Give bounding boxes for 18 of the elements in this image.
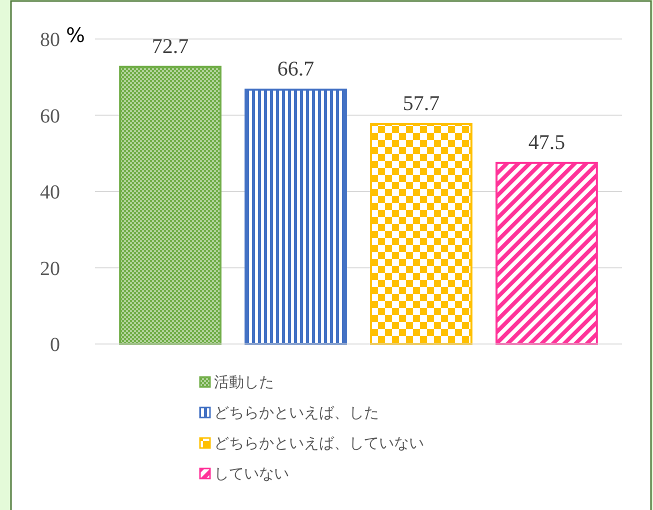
data-label: 57.7 <box>402 91 440 116</box>
bar <box>119 66 222 345</box>
bar <box>496 162 598 345</box>
data-label: 66.7 <box>277 56 314 81</box>
legend-label: どちらかといえば、した <box>214 404 379 422</box>
bar <box>244 88 347 345</box>
y-tick-label: 60 <box>40 105 60 128</box>
y-tick-label: 0 <box>50 334 60 356</box>
y-tick-label: 40 <box>40 182 60 204</box>
y-tick-label: 80 <box>40 29 60 51</box>
y-axis-title: % <box>66 23 86 47</box>
bar <box>370 123 472 345</box>
legend-label: どちらかといえば、していない <box>214 434 424 452</box>
y-tick-label: 20 <box>40 258 60 280</box>
data-label: 72.7 <box>152 34 189 58</box>
legend-label: 活動した <box>214 373 274 391</box>
legend-label: していない <box>214 464 289 482</box>
data-label: 47.5 <box>528 130 566 154</box>
